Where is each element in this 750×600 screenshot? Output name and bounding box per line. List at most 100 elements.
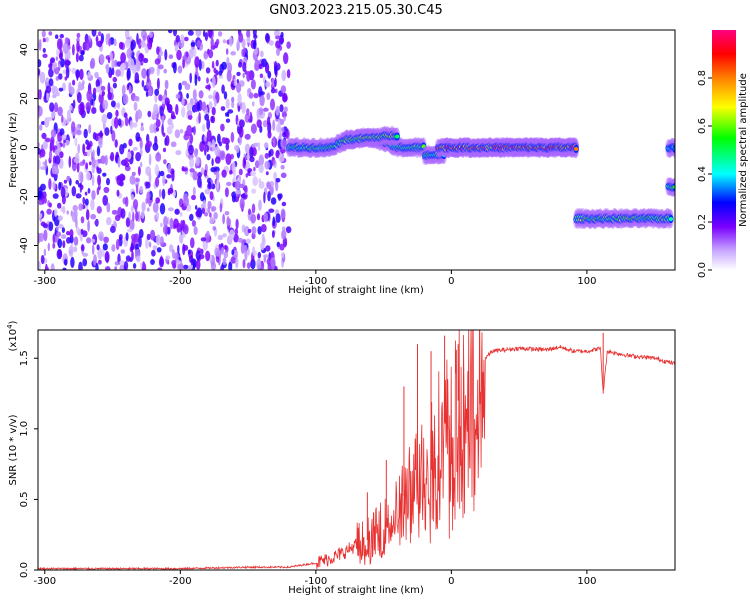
noise-cell bbox=[177, 65, 183, 74]
noise-cell bbox=[138, 52, 144, 63]
noise-cell bbox=[147, 207, 150, 212]
noise-cell bbox=[76, 92, 82, 104]
noise-cell bbox=[130, 41, 134, 52]
noise-cell bbox=[139, 138, 143, 150]
heatmap-region-edge-blip-2 bbox=[665, 137, 675, 158]
noise-cell bbox=[283, 106, 288, 113]
noise-cell bbox=[61, 227, 65, 234]
noise-cell bbox=[259, 125, 263, 133]
noise-cell bbox=[267, 130, 272, 139]
noise-cell bbox=[42, 141, 48, 150]
noise-cell bbox=[145, 237, 149, 249]
noise-cell bbox=[96, 206, 102, 214]
noise-cell bbox=[80, 50, 85, 56]
noise-cell bbox=[129, 120, 134, 130]
noise-cell bbox=[91, 190, 96, 200]
noise-cell bbox=[87, 143, 91, 150]
noise-cell bbox=[107, 56, 111, 64]
noise-cell bbox=[140, 209, 145, 219]
noise-cell bbox=[170, 141, 177, 148]
noise-cell bbox=[165, 255, 171, 260]
noise-cell bbox=[158, 94, 163, 102]
noise-cell bbox=[78, 54, 84, 62]
noise-cell bbox=[54, 66, 60, 75]
noise-cell bbox=[262, 120, 268, 128]
noise-cell bbox=[195, 259, 201, 270]
colorbar-tick-label: 0.8 bbox=[697, 70, 708, 86]
noise-cell bbox=[90, 213, 97, 220]
signal-core-cell bbox=[668, 217, 674, 222]
noise-cell bbox=[98, 137, 103, 149]
noise-cell bbox=[54, 155, 61, 165]
noise-cell bbox=[139, 262, 143, 269]
noise-cell bbox=[56, 38, 63, 51]
noise-cell bbox=[218, 70, 223, 76]
noise-cell bbox=[38, 59, 42, 68]
noise-cell bbox=[191, 194, 196, 201]
noise-cell bbox=[225, 142, 230, 151]
noise-cell bbox=[231, 96, 235, 103]
noise-cell bbox=[159, 50, 164, 56]
heatmap-region-signal-bump bbox=[339, 125, 401, 151]
noise-cell bbox=[131, 122, 138, 128]
noise-cell bbox=[186, 110, 193, 116]
noise-cell bbox=[103, 236, 109, 243]
noise-cell bbox=[71, 67, 77, 75]
y-tick-label: 20 bbox=[19, 92, 30, 105]
noise-cell bbox=[229, 36, 233, 47]
noise-cell bbox=[160, 222, 163, 228]
noise-cell bbox=[247, 88, 252, 94]
noise-cell bbox=[43, 197, 47, 204]
noise-cell bbox=[190, 41, 196, 47]
noise-cell bbox=[107, 91, 112, 101]
noise-cell bbox=[162, 132, 166, 137]
noise-cell bbox=[203, 199, 206, 208]
noise-cell bbox=[43, 229, 48, 242]
noise-cell bbox=[186, 125, 193, 137]
colorbar-tick-label: 0.4 bbox=[697, 166, 708, 182]
noise-cell bbox=[187, 114, 193, 120]
noise-cell bbox=[175, 93, 181, 99]
noise-cell bbox=[118, 234, 123, 240]
noise-cell bbox=[213, 212, 218, 220]
noise-cell bbox=[251, 203, 256, 214]
noise-cell bbox=[146, 75, 150, 83]
noise-cell bbox=[76, 40, 80, 53]
noise-cell bbox=[110, 125, 113, 135]
noise-cell bbox=[46, 91, 49, 101]
noise-cell bbox=[58, 73, 63, 80]
noise-cell bbox=[155, 126, 160, 132]
noise-cell bbox=[247, 247, 250, 256]
noise-cell bbox=[170, 115, 176, 120]
noise-cell bbox=[91, 157, 96, 168]
noise-cell bbox=[190, 258, 194, 266]
noise-cell bbox=[148, 153, 152, 166]
noise-cell bbox=[206, 118, 211, 131]
noise-cell bbox=[167, 163, 172, 173]
noise-cell bbox=[158, 189, 162, 198]
noise-cell bbox=[185, 148, 189, 158]
noise-cell bbox=[128, 58, 135, 71]
noise-cell bbox=[98, 231, 104, 241]
noise-cell bbox=[140, 40, 146, 48]
noise-cell bbox=[66, 231, 70, 236]
noise-cell bbox=[56, 226, 59, 231]
noise-cell bbox=[274, 77, 277, 88]
noise-cell bbox=[120, 52, 126, 64]
noise-cell bbox=[208, 180, 212, 189]
noise-cell bbox=[49, 58, 53, 69]
noise-cell bbox=[173, 61, 177, 74]
noise-cell bbox=[120, 208, 126, 219]
noise-cell bbox=[143, 57, 149, 64]
noise-cell bbox=[230, 131, 235, 143]
noise-cell bbox=[63, 179, 67, 184]
noise-cell bbox=[189, 157, 195, 169]
noise-cell bbox=[181, 97, 185, 106]
noise-cell bbox=[276, 47, 280, 57]
noise-cell bbox=[62, 240, 66, 249]
noise-cell bbox=[204, 212, 209, 217]
noise-cell bbox=[66, 175, 71, 182]
noise-cell bbox=[203, 169, 208, 177]
noise-cell bbox=[38, 147, 41, 155]
noise-cell bbox=[129, 219, 135, 231]
